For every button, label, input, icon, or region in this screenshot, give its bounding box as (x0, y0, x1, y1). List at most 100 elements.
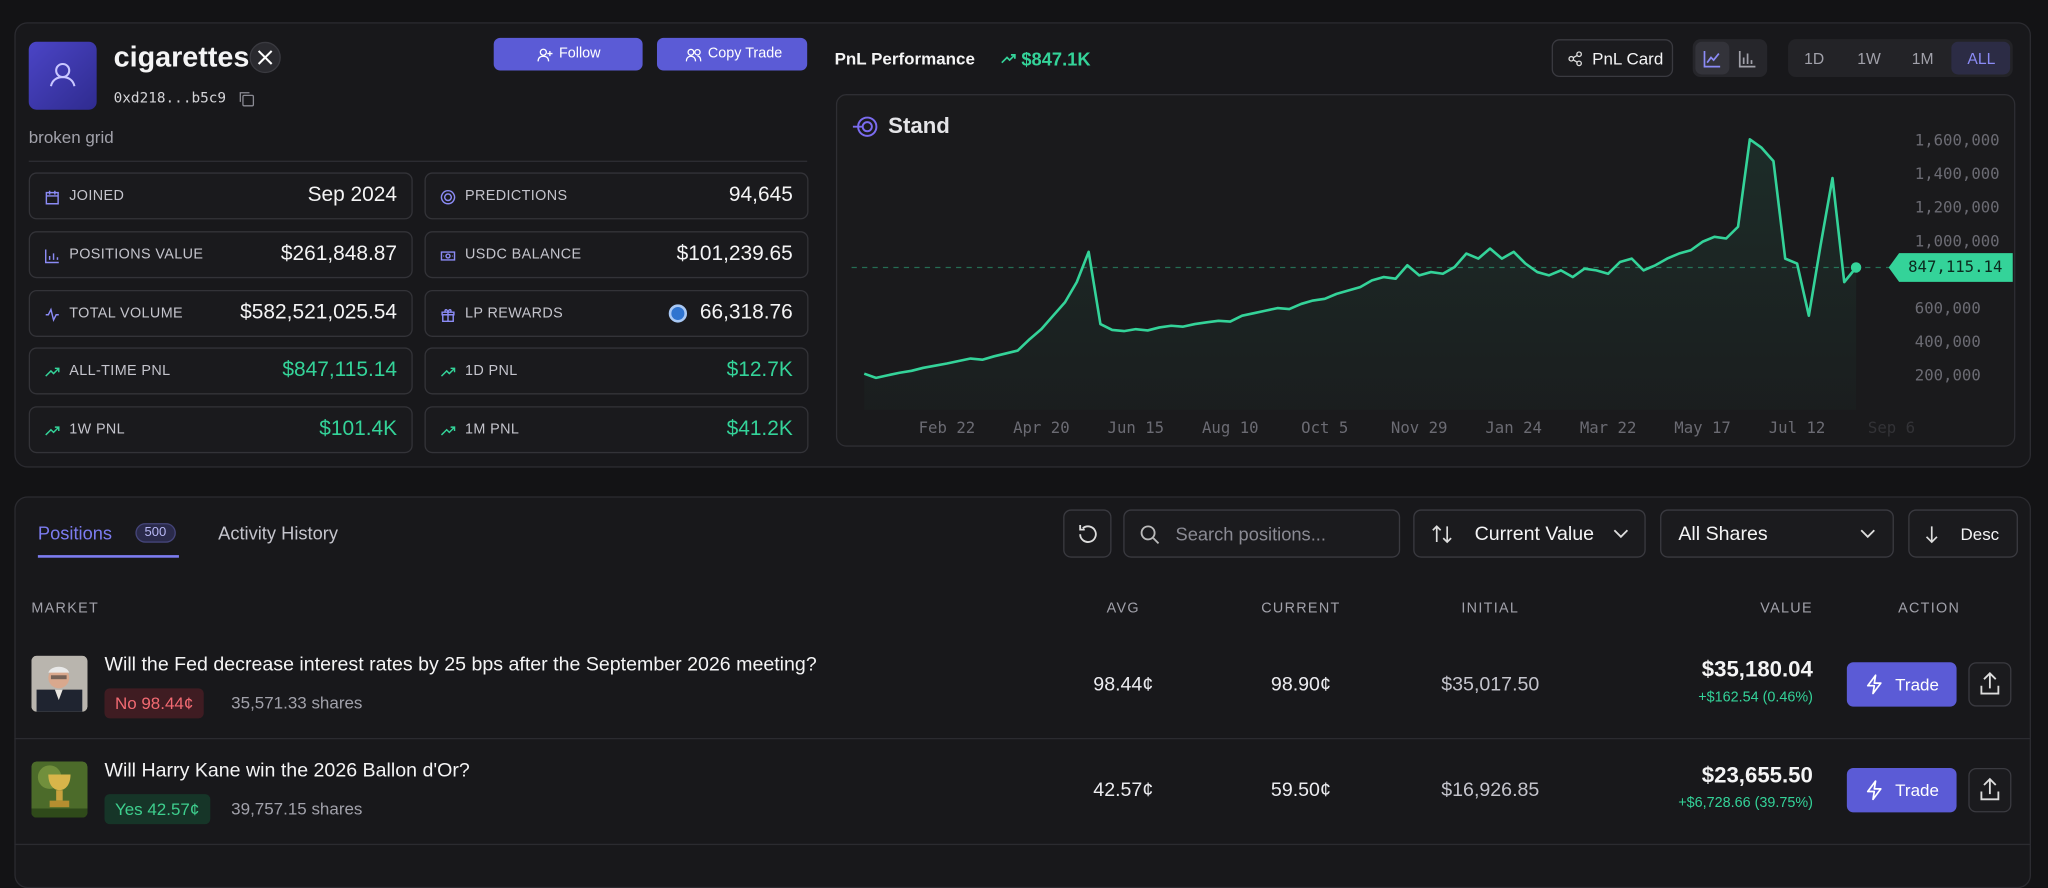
icon-svg (440, 367, 456, 377)
sort-label: Current Value (1474, 523, 1595, 546)
market-title[interactable]: Will Harry Kane win the 2026 Ballon d'Or… (104, 759, 470, 782)
stat-value: $582,521,025.54 (240, 301, 398, 324)
range-button[interactable]: 1M (1911, 49, 1934, 68)
share-button[interactable] (1968, 767, 2012, 813)
market-image-art (31, 655, 88, 712)
range-button[interactable]: 1W (1857, 49, 1881, 68)
line (863, 138, 1858, 380)
trend-icon (1001, 54, 1016, 64)
current-value: $35,180.04 (1701, 656, 1813, 682)
copy-trade-button[interactable]: Copy Trade (656, 37, 808, 71)
positions-count: 500 (135, 523, 176, 543)
current-value: $23,655.50 (1701, 762, 1813, 788)
pnl-total: $847.1K (1021, 48, 1091, 70)
pnl-card-label: PnL Card (1592, 48, 1664, 69)
line-toggle[interactable] (1695, 41, 1730, 75)
trade-label: Trade (1895, 674, 1939, 695)
chevron (1860, 529, 1875, 539)
stat-label: ALL-TIME PNL (69, 363, 171, 379)
page: {"profile":{"name":"cigarettes","address… (14, 22, 2032, 888)
stat-value: $101.4K (319, 417, 398, 441)
y-tick-label: 1,200,000 (1915, 198, 2000, 217)
icon-svg (440, 189, 456, 205)
stat-label: LP REWARDS (464, 305, 564, 322)
reference-pill (1888, 253, 2013, 282)
positions-tab[interactable]: Positions (37, 522, 113, 544)
stat-label: POSITIONS VALUE (69, 246, 204, 263)
shares: 39,757.15 shares (231, 798, 363, 819)
range-group (1788, 39, 2013, 78)
filter-label: All Shares (1678, 523, 1768, 546)
pnl-card-button[interactable]: PnL Card (1551, 39, 1674, 78)
stat-card: 1D PNL $12.7K (424, 347, 809, 395)
tab-underline (37, 555, 179, 558)
refresh-icon (1079, 525, 1097, 543)
trade-icon (1865, 780, 1883, 801)
frame: cigarettes 0xd218...b5c9 Follow Copy Tra… (14, 22, 2032, 888)
share-icon (1568, 51, 1582, 67)
copy-trade-label: Copy Trade (707, 45, 783, 62)
order-label: Desc (1960, 524, 2000, 544)
x-tick-label: Jan 24 (1485, 418, 1542, 437)
sort-select[interactable]: Current Value (1413, 509, 1646, 558)
icon (440, 422, 456, 438)
pnl-title: PnL Performance (834, 48, 975, 69)
trade-icon (1865, 674, 1883, 695)
trade-label: Trade (1895, 780, 1939, 800)
stat-label: TOTAL VOLUME (69, 305, 184, 322)
search-box[interactable]: Search positions... (1123, 509, 1401, 558)
stat-card: JOINED Sep 2024 (28, 172, 413, 220)
icon (440, 363, 456, 379)
market-image-art (31, 761, 88, 818)
share-icon (1980, 777, 2000, 801)
icon (44, 363, 60, 379)
bolt-icon (1866, 674, 1882, 695)
stat-value: $101,239.65 (676, 242, 793, 266)
icon (44, 188, 60, 205)
filter-select[interactable]: All Shares (1660, 509, 1894, 558)
bolt-icon (1866, 780, 1882, 801)
bar-toggle[interactable] (1731, 42, 1765, 75)
trade-button[interactable]: Trade (1846, 662, 1957, 707)
order-button[interactable]: Desc (1908, 509, 2018, 558)
positions-card (14, 496, 2032, 888)
stat-value: Sep 2024 (307, 184, 398, 207)
x-tick-label: Jun 15 (1108, 418, 1165, 437)
market-title[interactable]: Will the Fed decrease interest rates by … (104, 653, 817, 676)
copy-icon[interactable] (238, 90, 255, 107)
icon (440, 306, 456, 323)
stat-card: ALL-TIME PNL $847,115.14 (28, 347, 413, 395)
wallet-address: 0xd218...b5c9 (113, 89, 227, 107)
initial-value: $35,017.50 (1441, 673, 1540, 696)
y-tick-label: 400,000 (1915, 332, 1981, 351)
refresh-button[interactable] (1063, 509, 1112, 558)
icon-svg (441, 308, 455, 323)
icon (440, 247, 456, 263)
search-icon (1140, 525, 1160, 544)
share-button[interactable] (1968, 662, 2012, 707)
copy-trade-icon (685, 48, 702, 62)
avg-price: 42.57¢ (1093, 779, 1154, 802)
range-button[interactable]: ALL (1967, 49, 1996, 68)
x-icon (257, 50, 273, 65)
follow-button[interactable]: Follow (493, 37, 643, 71)
x-tick-label: May 17 (1674, 418, 1731, 437)
icon-svg (45, 426, 60, 436)
row-divider (14, 737, 2032, 740)
activity-tab[interactable]: Activity History (218, 522, 339, 544)
stat-value: $847,115.14 (282, 359, 398, 382)
stat-card: PREDICTIONS 94,645 (424, 172, 809, 220)
y-tick-label: 1,600,000 (1915, 131, 2000, 150)
market-image (31, 761, 88, 818)
sort-icon (1432, 525, 1452, 544)
x-tick-label: Mar 22 (1580, 418, 1637, 437)
range-button[interactable]: 1D (1804, 49, 1825, 68)
icon (44, 247, 60, 264)
x-link[interactable] (249, 41, 281, 74)
bar-icon (1738, 50, 1756, 68)
profile-name: cigarettes (113, 40, 250, 74)
trade-button[interactable]: Trade (1846, 767, 1957, 813)
line-icon (1703, 50, 1721, 68)
icon-svg (45, 307, 59, 323)
divider (28, 160, 808, 162)
